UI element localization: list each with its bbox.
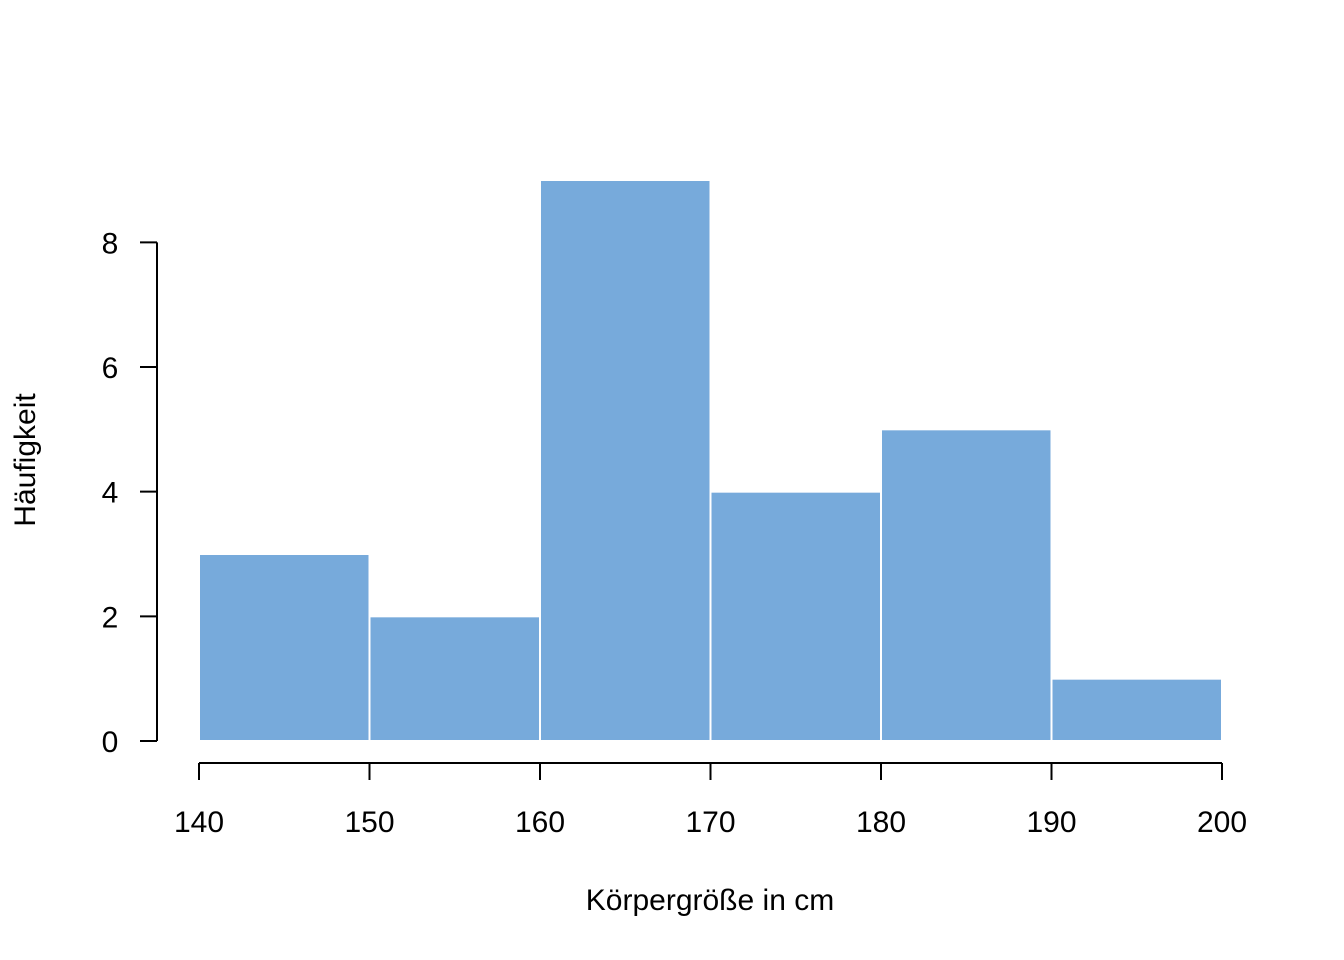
y-tick-label: 2 — [102, 601, 119, 634]
x-tick-label: 200 — [1197, 806, 1247, 839]
bars-group — [198, 179, 1223, 743]
histogram-bar-3 — [709, 490, 882, 742]
y-axis: 0 2 4 6 8 — [102, 227, 158, 759]
y-ticks: 0 2 4 6 8 — [102, 227, 157, 759]
x-tick-label: 190 — [1026, 806, 1076, 839]
y-tick-label: 6 — [102, 352, 119, 385]
y-tick-label: 4 — [102, 477, 119, 510]
y-tick-label: 8 — [102, 227, 119, 260]
x-tick-label: 150 — [344, 806, 394, 839]
x-ticks: 140 150 160 170 180 190 200 — [174, 763, 1247, 839]
histogram-bar-4 — [880, 428, 1053, 742]
histogram-bar-1 — [368, 615, 541, 742]
x-tick-label: 160 — [515, 806, 565, 839]
histogram-bar-0 — [198, 553, 371, 742]
x-tick-label: 140 — [174, 806, 224, 839]
y-axis-title: Häufigkeit — [9, 393, 42, 527]
x-tick-label: 170 — [685, 806, 735, 839]
histogram-bar-5 — [1050, 677, 1223, 743]
y-tick-label: 0 — [102, 726, 119, 759]
x-tick-label: 180 — [856, 806, 906, 839]
x-axis: 140 150 160 170 180 190 200 — [174, 762, 1247, 839]
histogram-bar-2 — [539, 179, 712, 742]
x-axis-title: Körpergröße in cm — [586, 884, 834, 917]
